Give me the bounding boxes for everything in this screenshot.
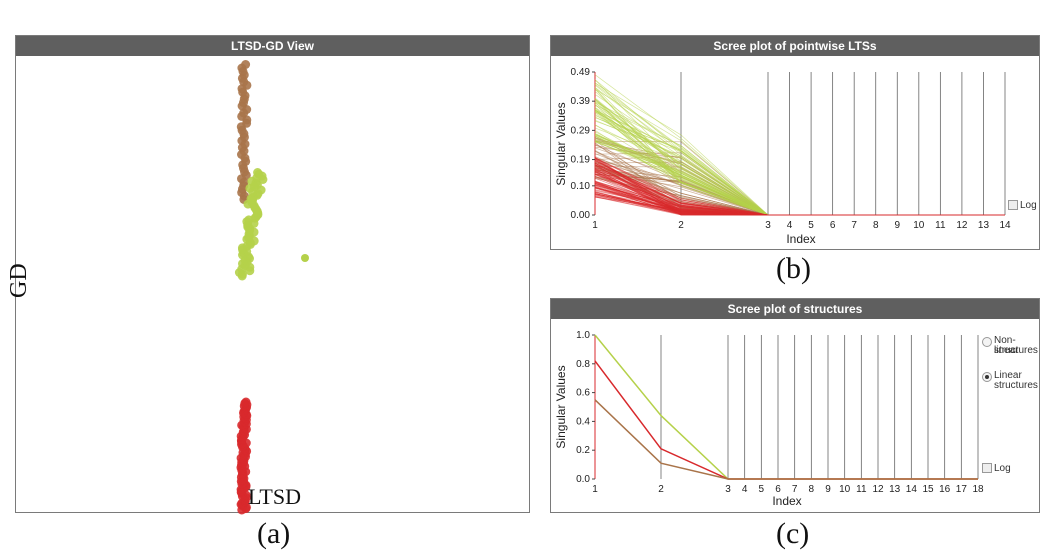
y-tick-label: 0.0 [576,474,590,485]
x-tick-label: 8 [873,220,879,231]
y-tick-label: 1.0 [576,330,590,341]
caption-a: (a) [257,517,291,550]
y-tick-label: 0.00 [571,210,591,221]
y-tick-label: 0.39 [571,96,591,107]
x-tick-label: 1 [592,220,598,231]
x-tick-label: 13 [889,484,901,495]
scree-plot-structures-panel: Scree plot of structures 0.0 0.2 0.4 0.6 0.8… [550,298,1040,513]
x-tick-label: 11 [935,220,946,231]
x-tick-label: 6 [830,220,836,231]
x-tick-label: 7 [792,484,798,495]
x-tick-label: 5 [808,220,814,231]
ltsd-gd-view-panel: LTSD-GD View LTSD [15,35,531,515]
radio-linear-label-1: Linear [994,370,1022,381]
panel-b-title: Scree plot of pointwise LTSs [551,36,1039,56]
x-tick-label: 7 [851,220,857,231]
log-checkbox-b[interactable] [1008,200,1018,210]
x-axis-label-ltsd: LTSD [248,484,301,509]
y-axis-label-gd: GD [6,263,32,298]
y-tick-label: 0.6 [576,388,590,399]
y-axis-title: Singular Values [554,102,568,185]
structure-series-line [594,334,978,480]
x-tick-label: 5 [759,484,765,495]
x-tick-label: 1 [592,484,598,495]
x-tick-label: 2 [658,484,664,495]
scree-line [594,164,1005,216]
x-tick-label: 16 [939,484,951,495]
y-tick-label: 0.49 [571,67,591,78]
x-tick-label: 2 [678,220,684,231]
y-tick-label: 0.2 [576,445,590,456]
x-tick-label: 11 [856,484,867,495]
radio-linear-label-2: structures [994,380,1038,391]
caption-c: (c) [776,517,810,550]
x-tick-label: 13 [978,220,990,231]
x-tick-label: 10 [839,484,851,495]
x-tick-label: 14 [999,220,1011,231]
x-tick-label: 14 [906,484,918,495]
log-checkbox-c[interactable] [982,463,992,473]
scatter-point [241,397,251,407]
panel-c-title: Scree plot of structures [551,299,1039,319]
x-axis-title: Index [772,494,801,508]
y-tick-label: 0.19 [571,155,591,166]
log-label-b: Log [1020,200,1037,211]
scatter-point [253,168,263,177]
x-tick-label: 12 [872,484,884,495]
log-label-c: Log [994,463,1011,474]
x-tick-label: 18 [972,484,984,495]
x-tick-label: 4 [742,484,748,495]
y-tick-label: 0.29 [571,125,591,136]
radio-nonlinear-label-1: Non-linear [994,335,1019,356]
y-axis-title: Singular Values [554,365,568,448]
x-tick-label: 15 [922,484,934,495]
radio-linear-structures[interactable] [982,372,992,382]
y-tick-label: 0.10 [571,181,591,192]
scree-plot-structures-chart: 0.00.20.40.60.81.01 2 3 4 5 6 7 8 9 10 11 12 13 14 15 1… [554,330,984,508]
scatter-point-outlier [301,254,309,262]
x-tick-label: 12 [956,220,968,231]
x-tick-label: 9 [825,484,831,495]
x-tick-label: 3 [725,484,731,495]
radio-nonlinear-structures[interactable] [982,337,992,347]
x-tick-label: 17 [956,484,968,495]
ltsd-gd-scatter[interactable] [16,36,531,515]
x-tick-label: 9 [894,220,900,231]
x-tick-label: 6 [775,484,781,495]
panel-a-title: LTSD-GD View [16,36,529,56]
structure-series-line [594,360,978,480]
structure-series-line [594,399,978,480]
y-tick-label: 0.4 [576,416,590,427]
scree-plot-pointwise-panel: Scree plot of pointwise LTSs 0.00 0.10 0.1… [550,35,1040,250]
scree-plot-pointwise-chart: 0.000.100.190.290.390.491 2 3 4 5 6 7 8 9 10 11 12 1… [554,67,1011,246]
y-tick-label: 0.8 [576,359,590,370]
x-tick-label: 10 [913,220,925,231]
scatter-point [241,60,251,69]
x-tick-label: 8 [809,484,815,495]
caption-b: (b) [776,252,811,285]
x-axis-title: Index [786,232,815,246]
x-tick-label: 4 [787,220,793,231]
x-tick-label: 3 [765,220,771,231]
radio-nonlinear-label-2: structures [994,345,1038,356]
